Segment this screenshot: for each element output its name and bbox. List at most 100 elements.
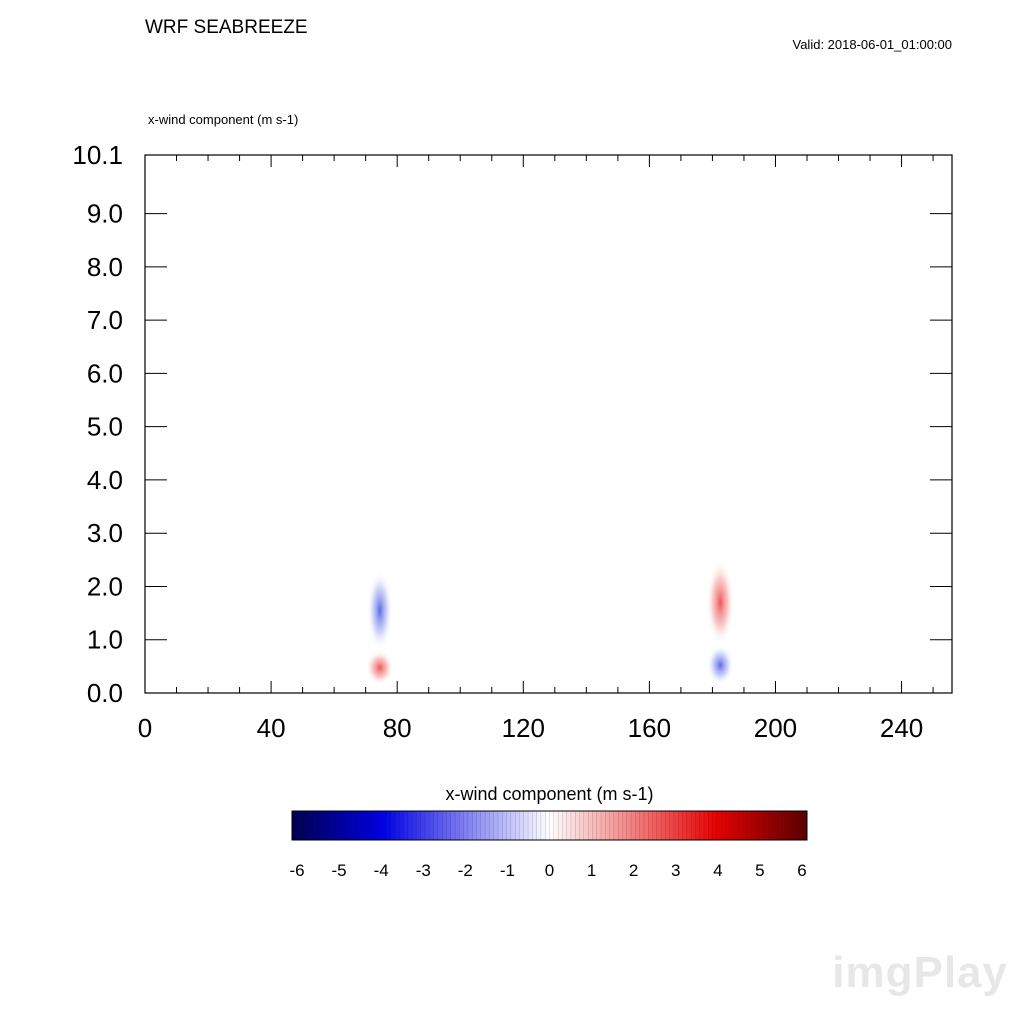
colorbar-swatch: [755, 810, 761, 841]
colorbar-swatch: [725, 810, 731, 841]
colorbar-tick-label: -1: [500, 861, 515, 880]
colorbar-swatch: [798, 810, 804, 841]
colorbar-swatch: [420, 810, 426, 841]
colorbar-swatch: [665, 810, 671, 841]
colorbar-swatch: [545, 810, 550, 841]
colorbar-swatch: [291, 810, 297, 841]
colorbar-swatch: [381, 810, 387, 841]
colorbar-swatch: [609, 810, 615, 841]
colorbar-swatch: [321, 810, 327, 841]
colorbar-swatch: [373, 810, 379, 841]
x-tick-label: 160: [628, 713, 671, 743]
colorbar-swatch: [562, 810, 568, 841]
colorbar-swatch: [433, 810, 439, 841]
colorbar-swatch: [506, 810, 512, 841]
colorbar-swatch: [536, 810, 542, 841]
colorbar-swatch: [660, 810, 666, 841]
colorbar-swatch: [716, 810, 722, 841]
colorbar-tick-label: -4: [374, 861, 389, 880]
colorbar-tick-label: 4: [713, 861, 722, 880]
colorbar-tick-label: -3: [416, 861, 431, 880]
colorbar-swatch: [690, 810, 696, 841]
colorbar-tick-label: 6: [797, 861, 806, 880]
colorbar-swatch: [364, 810, 370, 841]
colorbar-swatch: [407, 810, 413, 841]
colorbar-swatch: [446, 810, 452, 841]
colorbar-swatch: [553, 810, 559, 841]
colorbar-swatch: [686, 810, 692, 841]
colorbar-swatch: [789, 810, 795, 841]
colorbar-swatch: [459, 810, 465, 841]
colorbar-swatch: [510, 810, 516, 841]
colorbar-swatch: [600, 810, 606, 841]
colorbar-swatch: [489, 810, 495, 841]
colorbar-swatch: [587, 810, 593, 841]
y-tick-label: 6.0: [87, 358, 123, 388]
y-tick-label: 4.0: [87, 465, 123, 495]
colorbar-swatch: [721, 810, 726, 841]
colorbar-tick-label: 2: [629, 861, 638, 880]
x-tick-label: 120: [502, 713, 545, 743]
colorbar-swatch: [424, 810, 430, 841]
colorbar-swatch: [377, 810, 383, 841]
y-tick-label: 5.0: [87, 412, 123, 442]
colorbar-swatch: [343, 810, 349, 841]
colorbar-swatch: [339, 810, 344, 841]
colorbar-swatch: [652, 810, 658, 841]
colorbar-swatch: [742, 810, 748, 841]
colorbar-swatch: [596, 810, 602, 841]
colorbar-swatch: [733, 810, 739, 841]
colorbar-swatch: [699, 810, 705, 841]
colorbar-tick-label: 3: [671, 861, 680, 880]
colorbar-swatch: [708, 810, 714, 841]
colorbar-swatch: [759, 810, 765, 841]
colorbar-swatch: [566, 810, 572, 841]
colorbar-swatch: [630, 810, 636, 841]
colorbar-swatch: [583, 810, 589, 841]
colorbar-swatch: [317, 810, 323, 841]
y-tick-label: 0.0: [87, 678, 123, 708]
positive-wind-region-0: [366, 650, 394, 686]
colorbar-swatch: [523, 810, 529, 841]
colorbar-swatch: [695, 810, 701, 841]
x-tick-label: 240: [880, 713, 923, 743]
colorbar-swatch: [605, 810, 611, 841]
colorbar-swatch: [412, 810, 417, 841]
colorbar-swatch: [532, 810, 538, 841]
colorbar-swatch: [497, 810, 503, 841]
colorbar-swatch: [369, 810, 374, 841]
colorbar-swatch: [656, 810, 662, 841]
colorbar-swatch: [476, 810, 482, 841]
colorbar: -6 -5 -4 -3 -2 -1 0 1 2 3 4 5 6: [289, 810, 808, 880]
colorbar-swatch: [549, 810, 555, 841]
y-tick-label: 2.0: [87, 571, 123, 601]
colorbar-swatch: [648, 810, 653, 841]
colorbar-tick-label: 1: [587, 861, 596, 880]
colorbar-swatch: [592, 810, 598, 841]
colorbar-swatch: [712, 810, 718, 841]
colorbar-swatch: [330, 810, 336, 841]
colorbar-swatch: [781, 810, 786, 841]
positive-wind-region-2: [706, 559, 735, 646]
colorbar-swatch: [557, 810, 563, 841]
colorbar-swatch: [729, 810, 735, 841]
colorbar-swatch: [334, 810, 340, 841]
x-tick-label: 200: [754, 713, 797, 743]
y-tick-label: 8.0: [87, 252, 123, 282]
y-tick-label: 3.0: [87, 518, 123, 548]
colorbar-swatch: [678, 810, 683, 841]
colorbar-swatch: [463, 810, 469, 841]
negative-wind-region-3: [706, 645, 734, 686]
colorbar-swatch: [480, 810, 486, 841]
colorbar-swatch: [682, 810, 688, 841]
colorbar-swatch: [450, 810, 456, 841]
colorbar-swatch: [493, 810, 499, 841]
colorbar-swatch: [399, 810, 405, 841]
colorbar-swatch: [304, 810, 310, 841]
colorbar-swatch: [768, 810, 774, 841]
colorbar-swatch: [703, 810, 709, 841]
colorbar-swatch: [785, 810, 791, 841]
field-label: x-wind component (m s-1): [148, 112, 299, 127]
colorbar-swatch: [416, 810, 422, 841]
